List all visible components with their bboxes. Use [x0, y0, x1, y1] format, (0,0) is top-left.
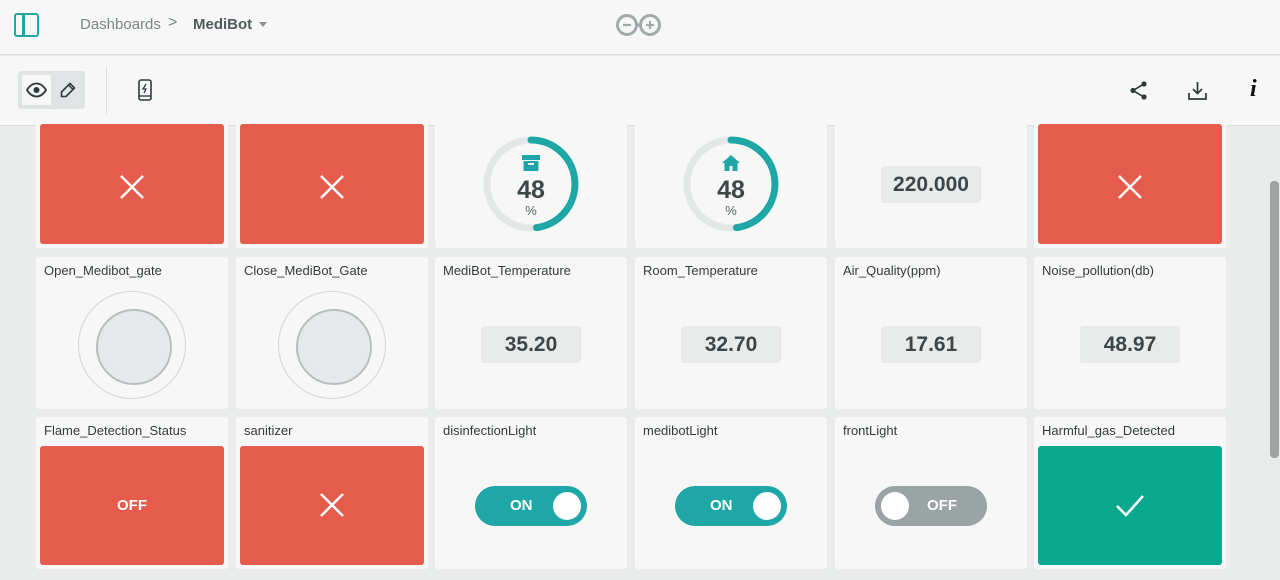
breadcrumb-current[interactable]: MediBot	[193, 16, 253, 33]
tile-label: Harmful_gas_Detected	[1042, 423, 1175, 438]
toolbar-divider	[106, 66, 107, 114]
close-icon	[120, 175, 144, 199]
tile-sanitizer: sanitizer	[236, 417, 428, 569]
tile-gauge-2: 48 %	[635, 116, 827, 248]
gauge-unit: %	[725, 203, 737, 218]
switch-knob	[881, 492, 909, 520]
tile-label: frontLight	[843, 423, 898, 438]
tile-label: Room_Temperature	[643, 263, 758, 278]
tile-front-light: frontLight OFF	[835, 417, 1027, 569]
value-display: 17.61	[881, 326, 981, 363]
tile-label: MediBot_Temperature	[443, 263, 571, 278]
tile-medibot-temperature: MediBot_Temperature 35.20	[435, 257, 627, 409]
tile-push-button-close: Close_MediBot_Gate	[236, 257, 428, 409]
mobile-icon[interactable]	[137, 79, 153, 101]
switch-state: ON	[510, 497, 533, 514]
arduino-logo-icon	[616, 14, 661, 36]
close-icon	[1118, 175, 1142, 199]
edit-icon[interactable]	[59, 81, 77, 99]
tile-status-3	[1034, 116, 1226, 248]
tile-label: Noise_pollution(db)	[1042, 263, 1155, 278]
disinfection-light-switch[interactable]: ON	[475, 486, 587, 526]
gauge-value: 48	[517, 176, 545, 204]
switch-knob	[753, 492, 781, 520]
tile-label: sanitizer	[244, 423, 293, 438]
value-display: 220.000	[881, 166, 981, 203]
open-gate-button[interactable]	[78, 291, 186, 399]
tile-medibot-light: medibotLight ON	[635, 417, 827, 569]
tile-room-temperature: Room_Temperature 32.70	[635, 257, 827, 409]
tile-flame-detection: Flame_Detection_Status OFF	[36, 417, 228, 569]
switch-state: OFF	[927, 497, 957, 514]
tile-disinfection-light: disinfectionLight ON	[435, 417, 627, 569]
tile-gauge-1: 48 %	[435, 116, 627, 248]
chevron-down-icon[interactable]	[259, 22, 267, 27]
close-icon	[320, 493, 344, 517]
scrollbar-thumb[interactable]	[1270, 181, 1279, 458]
value-display: 32.70	[681, 326, 781, 363]
tile-label: Air_Quality(ppm)	[843, 263, 941, 278]
tile-harmful-gas: Harmful_gas_Detected	[1034, 417, 1226, 569]
check-icon	[1116, 495, 1144, 517]
switch-state: ON	[710, 497, 733, 514]
breadcrumb-dashboards[interactable]: Dashboards	[80, 16, 161, 33]
front-light-switch[interactable]: OFF	[875, 486, 987, 526]
status-indicator-red	[240, 124, 424, 244]
breadcrumb-separator: >	[168, 14, 178, 31]
medibot-light-switch[interactable]: ON	[675, 486, 787, 526]
gauge-value: 48	[717, 176, 745, 204]
value-display: 35.20	[481, 326, 581, 363]
tile-air-quality: Air_Quality(ppm) 17.61	[835, 257, 1027, 409]
tile-value: 220.000	[835, 116, 1027, 248]
close-gate-button[interactable]	[278, 291, 386, 399]
share-icon[interactable]	[1129, 80, 1149, 101]
archive-icon	[522, 155, 540, 171]
status-indicator-red: OFF	[40, 446, 224, 565]
status-text: OFF	[117, 497, 147, 514]
tile-label: Close_MediBot_Gate	[244, 263, 368, 278]
status-indicator-red	[1038, 124, 1222, 244]
switch-knob	[553, 492, 581, 520]
download-icon[interactable]	[1187, 80, 1208, 101]
tile-label: Flame_Detection_Status	[44, 423, 187, 438]
close-icon	[320, 175, 344, 199]
status-indicator-red	[40, 124, 224, 244]
tile-label: disinfectionLight	[443, 423, 537, 438]
tile-label: Open_Medibot_gate	[44, 263, 162, 278]
status-indicator-green	[1038, 446, 1222, 565]
tile-status-1	[36, 116, 228, 248]
tile-label: medibotLight	[643, 423, 718, 438]
tile-status-2	[236, 116, 428, 248]
gauge-ring	[683, 136, 779, 232]
top-bar: Dashboards > MediBot	[0, 0, 1280, 55]
eye-icon[interactable]	[26, 82, 47, 98]
tile-push-button-open: Open_Medibot_gate	[36, 257, 228, 409]
gauge-unit: %	[525, 203, 537, 218]
tile-noise-pollution: Noise_pollution(db) 48.97	[1034, 257, 1226, 409]
home-icon	[722, 155, 740, 171]
value-display: 48.97	[1080, 326, 1180, 363]
gauge-ring	[483, 136, 579, 232]
info-icon[interactable]: i	[1250, 76, 1257, 102]
sidebar-toggle-icon[interactable]	[14, 13, 39, 37]
